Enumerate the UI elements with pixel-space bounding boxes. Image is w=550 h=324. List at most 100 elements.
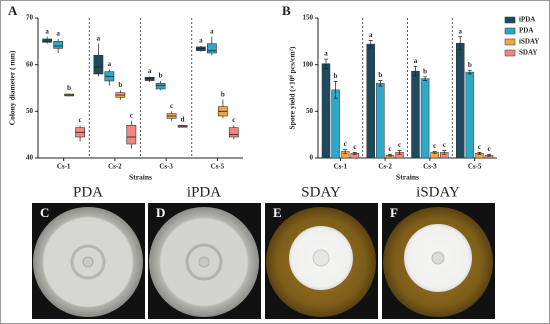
error-bar (423, 76, 428, 81)
photo: D (148, 203, 261, 319)
sig-letter: d (181, 115, 185, 123)
panel-label: A (8, 3, 18, 18)
box (126, 125, 137, 145)
error-bar (458, 36, 463, 51)
y-axis-title: Colony diameter ( mm) (8, 50, 17, 125)
sig-letter: c (79, 116, 82, 124)
error-bar (397, 150, 402, 155)
sig-letter: b (334, 72, 338, 80)
sig-letter: c (398, 141, 401, 149)
sig-letter: c (433, 142, 436, 150)
box (228, 127, 239, 138)
bar (366, 43, 375, 159)
sig-letter: b (159, 72, 163, 80)
legend-label: iPDA (519, 16, 535, 24)
photo: C (32, 203, 145, 319)
box (196, 46, 206, 51)
sig-letter: a (369, 31, 373, 39)
sig-letter: a (210, 27, 214, 35)
x-tick-label: Cs-2 (108, 163, 122, 171)
sig-letter: c (130, 111, 133, 119)
panel-label: D (156, 205, 165, 220)
x-tick-label: Cs-3 (159, 163, 173, 171)
error-bar (368, 40, 373, 49)
legend-swatch (504, 16, 516, 24)
sig-letter: a (56, 30, 60, 38)
legend-label: SDAY (519, 49, 537, 57)
y-tick-label: 60 (26, 60, 34, 68)
sig-letter: b (423, 67, 427, 75)
y-tick-label: 0 (310, 154, 314, 162)
error-bar (477, 152, 482, 155)
bar (411, 70, 420, 159)
sig-letter: a (45, 27, 49, 35)
sig-letter: a (324, 50, 328, 58)
bar (331, 89, 340, 159)
error-bar (467, 69, 472, 75)
photo-title: PDA (73, 184, 103, 200)
y-tick-label: 150 (303, 14, 314, 22)
sig-letter: c (232, 116, 235, 124)
legend-label: iSDAY (519, 38, 539, 46)
error-bar (343, 149, 348, 154)
photo-title: iSDAY (416, 184, 460, 200)
bar (465, 71, 475, 159)
y-tick-label: 40 (26, 154, 34, 162)
panel-label: C (40, 205, 49, 220)
error-bar (333, 81, 338, 99)
bar (455, 42, 465, 159)
bar (376, 83, 385, 159)
legend-swatch (504, 49, 516, 57)
y-tick-label: 50 (26, 107, 34, 115)
error-bar (387, 153, 392, 157)
x-tick-label: Cs-1 (57, 163, 71, 171)
legend-label: PDA (519, 27, 533, 35)
x-tick-label: Cs-1 (334, 163, 348, 171)
x-tick-label: Cs-5 (211, 163, 225, 171)
photo-title: iPDA (187, 184, 221, 200)
error-bar (487, 153, 492, 157)
panel-label: E (273, 205, 282, 220)
sig-letter: b (468, 61, 472, 69)
box (93, 55, 104, 75)
sig-letter: c (344, 140, 347, 148)
legend-swatch (504, 27, 516, 35)
y-tick-label: 70 (26, 14, 34, 22)
box (53, 41, 64, 49)
sig-letter: b (378, 71, 382, 79)
error-bar (323, 58, 328, 69)
bar (321, 63, 331, 159)
panel-label: F (390, 205, 398, 220)
sig-letter: c (353, 143, 356, 151)
y-axis-title: Spore yield (×10⁸ pcs/cm²) (288, 46, 297, 130)
x-axis-title: Strains (396, 173, 419, 182)
box (207, 43, 217, 54)
sig-letter: a (108, 60, 112, 68)
photo-title: SDAY (301, 184, 341, 200)
sig-letter: c (478, 143, 481, 151)
error-bar (432, 151, 437, 154)
bar (420, 78, 430, 159)
error-bar (352, 152, 357, 155)
x-tick-label: Cs-5 (468, 163, 482, 171)
x-tick-label: Cs-2 (378, 163, 392, 171)
x-axis-title: Strains (129, 173, 152, 182)
box (42, 38, 53, 43)
sig-letter: c (388, 145, 391, 153)
photo: F (382, 203, 495, 319)
sig-letter: c (170, 102, 173, 110)
error-bar (378, 80, 383, 87)
sig-letter: c (443, 141, 446, 149)
sig-letter: a (458, 27, 462, 35)
legend-swatch (504, 38, 516, 46)
panel-label: B (282, 3, 291, 18)
photo-row: PDA iPDA SDAY iSDAY C D E (32, 184, 495, 319)
box (155, 83, 166, 90)
error-bar (442, 150, 447, 155)
y-tick-label: 100 (303, 60, 314, 68)
sig-letter: a (199, 37, 203, 45)
y-tick-label: 50 (306, 107, 314, 115)
sig-letter: b (67, 84, 71, 92)
sig-letter: a (148, 67, 152, 75)
